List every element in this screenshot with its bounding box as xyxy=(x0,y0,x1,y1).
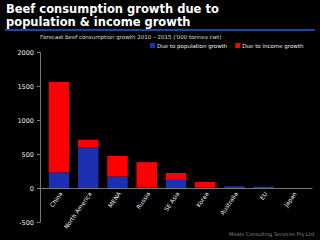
y-tick: 1500 xyxy=(17,83,40,91)
bar xyxy=(166,173,186,180)
y-tick: -500 xyxy=(19,219,40,227)
x-tick-label: Russia xyxy=(135,190,152,210)
x-tick: SE Asia xyxy=(162,188,181,212)
legend-label: Due to income growth xyxy=(242,43,304,50)
x-tick: Japan xyxy=(282,188,299,209)
y-tick-label: 0 xyxy=(30,185,34,193)
x-tick: China xyxy=(48,188,64,208)
bar xyxy=(254,187,274,188)
annotation: Meats Consulting Services Pty Ltd xyxy=(229,231,314,238)
y-tick: 0 xyxy=(30,185,40,193)
legend-swatch xyxy=(235,43,240,48)
bar xyxy=(224,186,244,188)
x-tick: Korea xyxy=(195,188,211,208)
y-tick-mark xyxy=(37,154,40,155)
bar xyxy=(107,176,127,188)
x-tick-label: MENA xyxy=(106,190,122,209)
y-tick: 2000 xyxy=(17,49,40,57)
x-tick: MENA xyxy=(106,188,122,209)
subtitle: Forecast beef consumption growth 2010 – … xyxy=(40,34,221,41)
x-axis: ChinaNorth America MENA Russia SE Asia Korea… xyxy=(41,188,313,230)
x-tick-label: China xyxy=(48,190,64,208)
x-tick: Russia xyxy=(135,188,152,210)
y-tick: 500 xyxy=(22,151,40,159)
x-axis-line xyxy=(41,188,313,189)
bar xyxy=(78,140,98,147)
bar xyxy=(166,180,186,188)
y-tick-mark xyxy=(37,222,40,223)
y-tick-label: 1000 xyxy=(17,117,34,125)
y-tick-label: 2000 xyxy=(17,49,34,57)
bar xyxy=(224,186,244,187)
bar xyxy=(78,147,98,188)
x-tick: EU xyxy=(258,188,268,201)
x-tick-label: Japan xyxy=(282,190,299,209)
bars xyxy=(49,82,274,188)
x-tick-label: Korea xyxy=(195,190,211,208)
x-tick: Australia xyxy=(218,188,239,216)
legend: Due to population growth Due to income gr… xyxy=(150,43,304,50)
chart: Beef consumption growth due topopulation… xyxy=(0,0,320,240)
bar xyxy=(49,172,69,188)
bar xyxy=(107,156,127,176)
y-tick-mark xyxy=(37,86,40,87)
background xyxy=(0,0,320,240)
y-tick-mark xyxy=(37,52,40,53)
y-tick-label: 500 xyxy=(22,151,34,159)
bar xyxy=(49,82,69,172)
bar xyxy=(195,187,215,188)
legend-label: Due to population growth xyxy=(157,43,228,50)
y-axis: -500 0 500 1000 1500 2000 xyxy=(17,49,40,227)
legend-swatch xyxy=(150,43,155,48)
y-tick-mark xyxy=(37,188,40,189)
y-tick-label: 1500 xyxy=(17,83,34,91)
title: Beef consumption growth due topopulation… xyxy=(6,2,219,29)
bar xyxy=(195,182,215,187)
bar xyxy=(254,186,274,187)
x-tick-label: SE Asia xyxy=(162,190,181,212)
y-tick-label: -500 xyxy=(19,219,34,227)
y-tick-mark xyxy=(37,120,40,121)
bar xyxy=(137,162,157,187)
y-axis-line xyxy=(37,53,41,223)
title-rule xyxy=(5,29,315,31)
x-tick-label: EU xyxy=(258,190,268,201)
x-tick: North America xyxy=(62,188,93,230)
x-tick-label: Australia xyxy=(218,190,239,216)
x-tick-label: North America xyxy=(62,190,93,230)
y-tick: 1000 xyxy=(17,117,40,125)
